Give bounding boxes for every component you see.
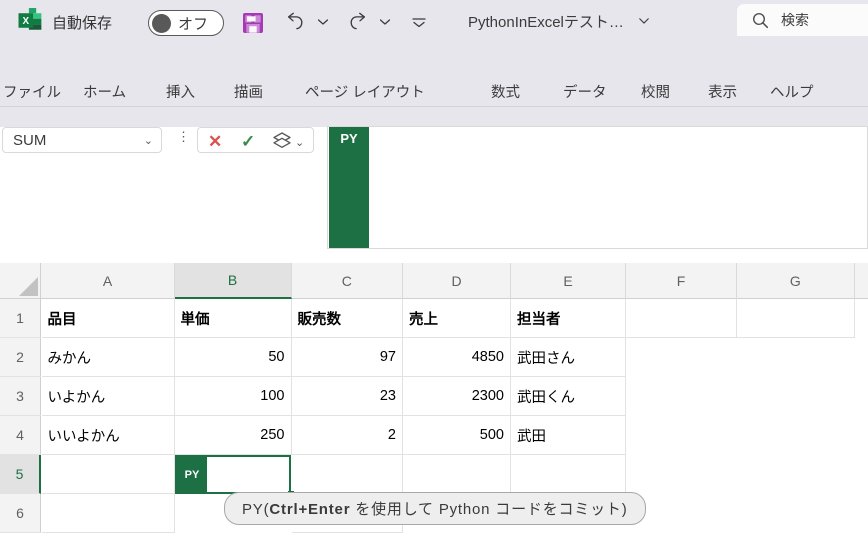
svg-text:X: X (22, 16, 29, 27)
